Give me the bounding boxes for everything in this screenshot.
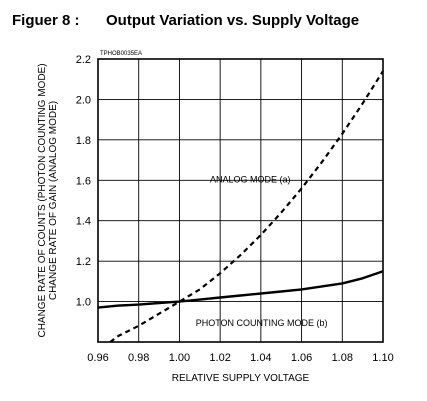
x-tick-label: 0.98 xyxy=(128,352,149,364)
tick-labels: 0.96 0.98 1.00 1.02 1.04 1.06 1.08 1.10 1.0 1.2 1.… xyxy=(76,54,394,364)
x-tick-label: 1.06 xyxy=(291,352,312,364)
figure-code: TPHOB0035EA xyxy=(100,51,142,57)
y-tick-label: 1.2 xyxy=(76,256,91,268)
y-tick-label: 2.2 xyxy=(76,54,91,66)
series-annotation: PHOTON COUNTING MODE (b) xyxy=(196,318,328,328)
x-tick-label: 1.02 xyxy=(209,352,230,364)
x-tick-label: 1.00 xyxy=(169,352,190,364)
series-line-photon-counting-mode xyxy=(97,270,384,309)
x-tick-label: 1.10 xyxy=(372,352,393,364)
y-tick-label: 1.4 xyxy=(76,216,91,228)
y-axis-label-line-1: CHANGE RATE OF COUNTS (PHOTON COUNTING M… xyxy=(37,63,48,337)
y-tick-label: 1.6 xyxy=(76,175,91,187)
figure-number: Figuer 8 : xyxy=(12,12,80,29)
series-annotation: ANALOG MODE (a) xyxy=(210,174,291,184)
y-tick-label: 2.0 xyxy=(76,94,91,106)
chart-title: Output Variation vs. Supply Voltage xyxy=(106,12,359,29)
x-tick-label: 1.08 xyxy=(332,352,353,364)
grid xyxy=(97,58,384,342)
series-line-analog-mode xyxy=(109,70,384,343)
plot-frame xyxy=(97,58,384,343)
x-axis-label: RELATIVE SUPPLY VOLTAGE xyxy=(172,373,310,384)
x-tick-label: 0.96 xyxy=(87,352,108,364)
y-axis-label-line-2: CHANGE RATE OF GAIN (ANALOG MODE) xyxy=(48,101,59,300)
y-tick-label: 1.0 xyxy=(76,297,91,309)
annotations: ANALOG MODE (a) PHOTON COUNTING MODE (b) xyxy=(196,174,328,328)
series-lines xyxy=(97,70,384,343)
x-tick-label: 1.04 xyxy=(250,352,271,364)
y-tick-label: 1.8 xyxy=(76,135,91,147)
